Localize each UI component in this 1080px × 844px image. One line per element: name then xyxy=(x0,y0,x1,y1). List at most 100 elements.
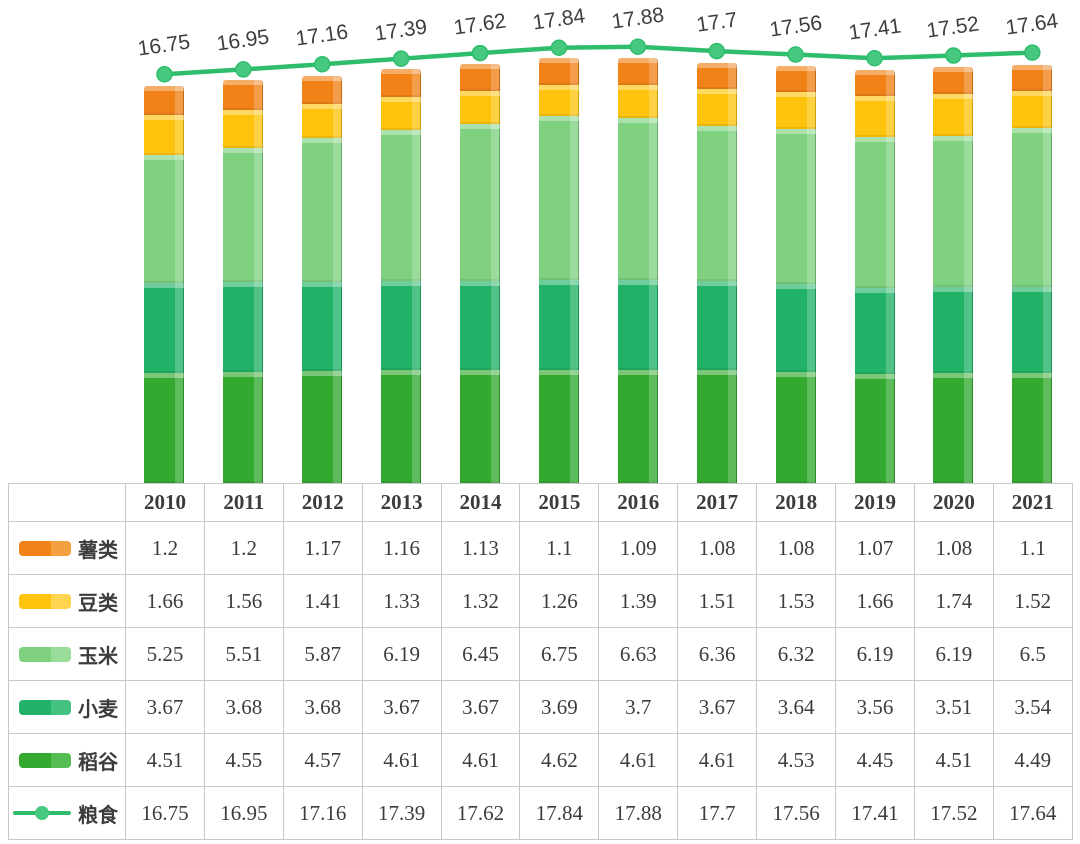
stacked-bar-2013 xyxy=(381,69,422,484)
bar-segment-玉米 xyxy=(696,125,737,282)
value-cell-薯类-2012: 1.17 xyxy=(282,521,363,575)
bar-segment-玉米 xyxy=(538,115,579,281)
value-cell-小麦-2020: 3.51 xyxy=(913,680,994,734)
value-cell-稻谷-2018: 4.53 xyxy=(756,733,837,787)
year-header-2014: 2014 xyxy=(440,483,521,522)
year-header-2020: 2020 xyxy=(913,483,994,522)
value-cell-豆类-2020: 1.74 xyxy=(913,574,994,628)
legend-cell-薯类: 薯类 xyxy=(9,522,125,574)
bar-segment-玉米 xyxy=(223,147,264,283)
bar-segment-小麦 xyxy=(223,282,264,372)
table-row-豆类: 豆类 1.66 1.56 1.41 1.33 1.32 1.26 1.39 1.51 1.53 1.… xyxy=(8,574,1073,628)
stacked-bar-2015 xyxy=(538,57,579,483)
legend-label: 玉米 xyxy=(78,645,118,668)
value-cell-玉米-2016: 6.63 xyxy=(598,627,679,681)
legend-swatch-icon xyxy=(19,699,71,715)
value-cell-稻谷-2017: 4.61 xyxy=(677,733,758,787)
bar-segment-小麦 xyxy=(302,281,343,372)
bar-segment-薯类 xyxy=(617,57,658,85)
legend-cell-豆类: 豆类 xyxy=(9,575,125,627)
value-cell-豆类-2014: 1.32 xyxy=(440,574,521,628)
bar-segment-豆类 xyxy=(1012,91,1053,129)
stacked-bar-2019 xyxy=(854,69,895,483)
bar-segment-稻谷 xyxy=(696,370,737,484)
value-cell-玉米-2017: 6.36 xyxy=(677,627,758,681)
bar-segment-薯类 xyxy=(854,69,895,97)
line-marker-2012 xyxy=(314,56,331,73)
bar-segment-小麦 xyxy=(775,283,816,373)
value-cell-玉米-2014: 6.45 xyxy=(440,627,521,681)
bar-segment-稻谷 xyxy=(854,374,895,483)
line-marker-2016 xyxy=(629,38,647,55)
value-cell-小麦-2014: 3.67 xyxy=(440,680,521,734)
stacked-bar-2011 xyxy=(223,80,264,483)
bar-segment-薯类 xyxy=(696,62,737,90)
stacked-bar-2012 xyxy=(302,75,343,483)
value-cell-粮食-2019: 17.41 xyxy=(835,786,915,840)
value-cell-粮食-2018: 17.56 xyxy=(756,786,837,840)
value-cell-稻谷-2011: 4.55 xyxy=(203,733,284,787)
value-cell-薯类-2014: 1.13 xyxy=(440,521,521,575)
value-cell-玉米-2012: 5.87 xyxy=(282,627,363,681)
value-cell-玉米-2011: 5.51 xyxy=(203,627,284,681)
bar-segment-豆类 xyxy=(223,109,264,148)
bar-segment-豆类 xyxy=(538,84,579,116)
year-header-2019: 2019 xyxy=(835,483,915,522)
value-cell-豆类-2015: 1.26 xyxy=(519,574,600,628)
bar-segment-玉米 xyxy=(1012,128,1053,288)
bar-segment-薯类 xyxy=(775,65,816,93)
value-cell-玉米-2015: 6.75 xyxy=(519,627,600,681)
table-corner-cell xyxy=(8,483,126,522)
total-line xyxy=(162,44,1035,77)
table-row-小麦: 小麦 3.67 3.68 3.68 3.67 3.67 3.69 3.7 3.67 3.64 3.5… xyxy=(8,680,1073,734)
legend-swatch-icon xyxy=(19,540,71,556)
value-cell-玉米-2019: 6.19 xyxy=(835,627,915,681)
value-cell-豆类-2012: 1.41 xyxy=(282,574,363,628)
bar-segment-薯类 xyxy=(1012,64,1053,92)
legend-dot xyxy=(35,806,49,820)
bar-segment-小麦 xyxy=(1012,287,1053,374)
value-cell-稻谷-2016: 4.61 xyxy=(598,733,679,787)
stacked-bar-2014 xyxy=(460,63,501,484)
value-cell-粮食-2013: 17.39 xyxy=(361,786,442,840)
year-header-2018: 2018 xyxy=(756,483,837,522)
bar-segment-玉米 xyxy=(854,136,895,288)
stacked-bar-2010 xyxy=(144,85,185,483)
bar-segment-稻谷 xyxy=(460,370,501,484)
bar-segment-玉米 xyxy=(933,136,974,288)
line-marker-2020 xyxy=(945,47,962,64)
legend-label: 稻谷 xyxy=(78,751,118,774)
value-cell-稻谷-2012: 4.57 xyxy=(282,733,363,787)
value-cell-粮食-2020: 17.52 xyxy=(913,786,994,840)
value-cell-薯类-2015: 1.1 xyxy=(519,521,600,575)
bar-segment-薯类 xyxy=(302,75,343,105)
line-marker-2018 xyxy=(787,46,804,63)
bar-segment-小麦 xyxy=(696,280,737,371)
bar-segment-豆类 xyxy=(460,91,501,124)
stacked-bar-2020 xyxy=(933,67,974,483)
bar-segment-小麦 xyxy=(460,280,501,371)
value-cell-稻谷-2015: 4.62 xyxy=(519,733,600,787)
value-cell-豆类-2017: 1.51 xyxy=(677,574,758,628)
line-marker-2021 xyxy=(1024,44,1041,61)
value-cell-小麦-2010: 3.67 xyxy=(125,680,205,734)
table-row-薯类: 薯类 1.2 1.2 1.17 1.16 1.13 1.1 1.09 1.08 1.08 1.07 1… xyxy=(8,521,1073,575)
value-cell-小麦-2013: 3.67 xyxy=(361,680,442,734)
bar-segment-玉米 xyxy=(617,118,658,281)
value-cell-豆类-2021: 1.52 xyxy=(992,574,1073,628)
bar-segment-薯类 xyxy=(381,69,422,98)
bar-segment-薯类 xyxy=(223,80,264,110)
line-marker-2013 xyxy=(392,50,410,67)
stacked-bar-2021 xyxy=(1012,64,1053,483)
legend-label: 薯类 xyxy=(78,539,118,562)
value-cell-玉米-2010: 5.25 xyxy=(125,627,205,681)
stacked-bar-2018 xyxy=(775,65,816,483)
value-cell-粮食-2015: 17.84 xyxy=(519,786,600,840)
line-marker-2011 xyxy=(235,61,252,78)
value-cell-小麦-2021: 3.54 xyxy=(992,680,1073,734)
legend-label: 小麦 xyxy=(78,698,118,721)
year-header-2015: 2015 xyxy=(519,483,600,522)
line-marker-2015 xyxy=(550,39,568,56)
legend-swatch-icon xyxy=(19,646,71,662)
